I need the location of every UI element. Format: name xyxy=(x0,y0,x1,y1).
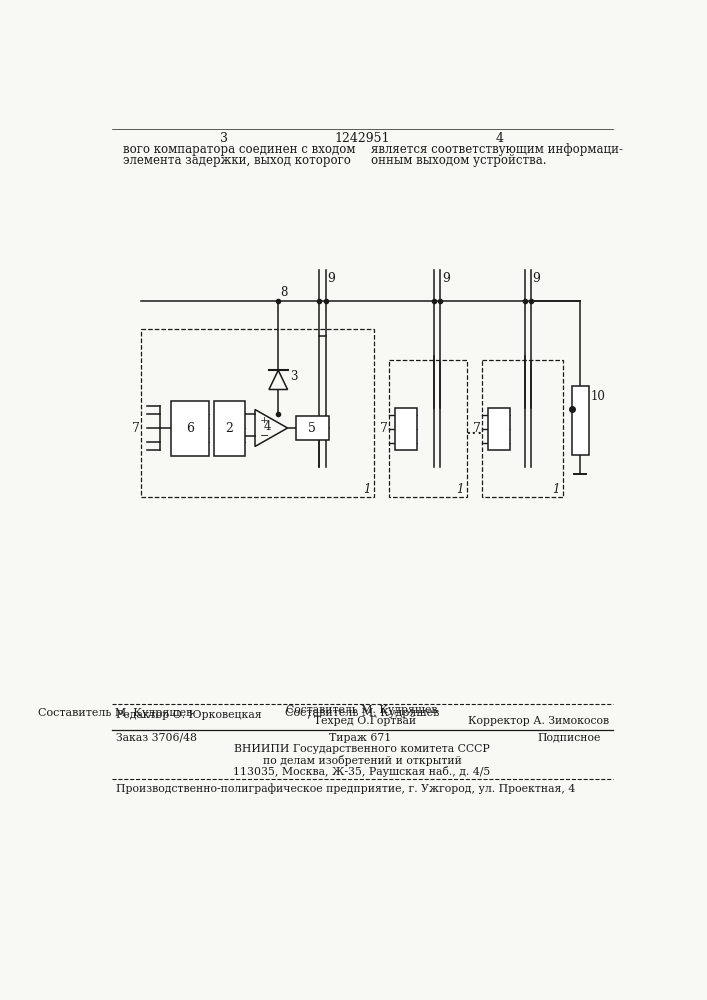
Bar xyxy=(572,386,589,455)
Text: 113035, Москва, Ж-35, Раушская наб., д. 4/5: 113035, Москва, Ж-35, Раушская наб., д. … xyxy=(233,766,491,777)
Text: Составитель М. Кудряшев: Составитель М. Кудряшев xyxy=(38,708,193,718)
Bar xyxy=(214,401,245,456)
Text: является соответствующим информаци-: является соответствующим информаци- xyxy=(371,143,624,156)
Text: Редактор О. Юрковецкая: Редактор О. Юрковецкая xyxy=(115,710,261,720)
Bar xyxy=(489,408,510,450)
Text: 2: 2 xyxy=(226,422,233,434)
Text: 10: 10 xyxy=(590,389,605,402)
Text: 7: 7 xyxy=(380,422,387,435)
Text: 6: 6 xyxy=(186,422,194,434)
Text: 7: 7 xyxy=(473,422,481,435)
Text: −: − xyxy=(259,431,269,441)
Text: Заказ 3706/48: Заказ 3706/48 xyxy=(115,733,197,743)
Text: 1: 1 xyxy=(456,483,464,496)
Bar xyxy=(389,360,467,497)
Bar xyxy=(141,329,373,497)
Text: 1: 1 xyxy=(363,483,370,496)
Text: 7: 7 xyxy=(132,422,140,434)
Bar xyxy=(296,416,329,440)
Text: 1242951: 1242951 xyxy=(334,132,390,145)
Text: 1: 1 xyxy=(552,483,559,496)
Text: ...: ... xyxy=(465,420,483,438)
Bar xyxy=(171,401,209,456)
Text: вого компаратора соединен с входом: вого компаратора соединен с входом xyxy=(123,143,356,156)
Text: Составитель М. Кудряшев: Составитель М. Кудряшев xyxy=(286,705,438,715)
Text: ВНИИПИ Государственного комитета СССР: ВНИИПИ Государственного комитета СССР xyxy=(234,744,490,754)
Bar xyxy=(482,360,563,497)
Text: 3: 3 xyxy=(290,370,298,383)
Text: Составитель М. Кудряшев: Составитель М. Кудряшев xyxy=(285,708,439,718)
Text: онным выходом устройства.: онным выходом устройства. xyxy=(371,154,547,167)
Text: 9: 9 xyxy=(442,272,450,285)
Text: 8: 8 xyxy=(281,286,288,299)
Text: 9: 9 xyxy=(327,272,335,285)
Text: по делам изобретений и открытий: по делам изобретений и открытий xyxy=(262,755,462,766)
Text: Тираж 671: Тираж 671 xyxy=(329,733,391,743)
Text: 4: 4 xyxy=(495,132,503,145)
Text: Подписное: Подписное xyxy=(538,733,601,743)
Text: 9: 9 xyxy=(532,272,540,285)
Text: 5: 5 xyxy=(308,422,316,434)
Text: +: + xyxy=(259,416,269,425)
Text: элемента задержки, выход которого: элемента задержки, выход которого xyxy=(123,154,351,167)
Text: Корректор А. Зимокосов: Корректор А. Зимокосов xyxy=(468,716,609,726)
Text: 3: 3 xyxy=(220,132,228,145)
Text: ’ Техред О.Гортвай: ’ Техред О.Гортвай xyxy=(308,716,416,726)
Text: Производственно-полиграфическое предприятие, г. Ужгород, ул. Проектная, 4: Производственно-полиграфическое предприя… xyxy=(115,783,575,794)
Text: 4: 4 xyxy=(264,420,271,433)
Bar xyxy=(395,408,417,450)
